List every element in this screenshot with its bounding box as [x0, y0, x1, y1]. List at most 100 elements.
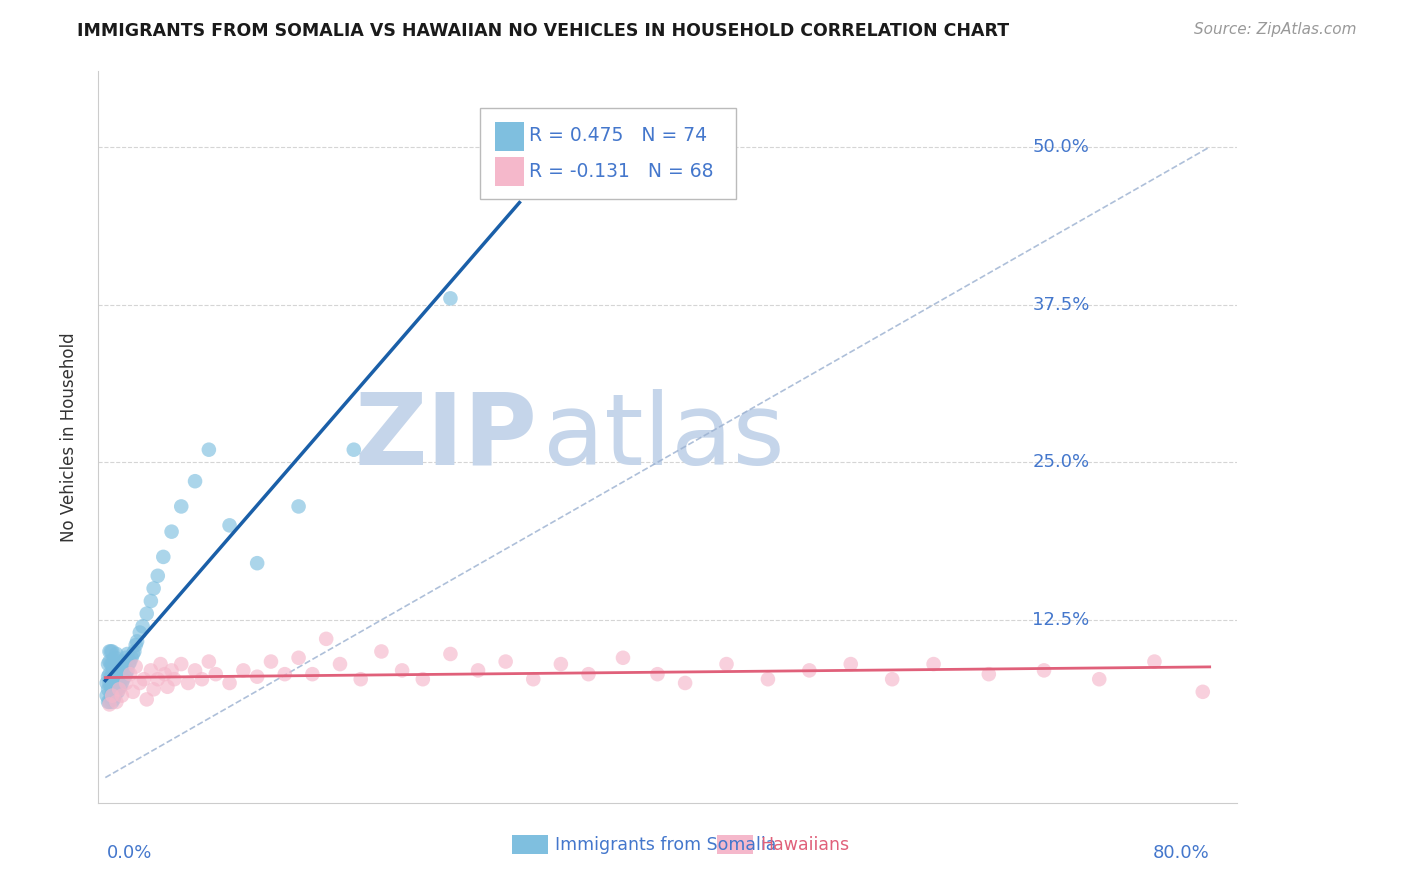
Text: R = 0.475   N = 74: R = 0.475 N = 74 — [529, 127, 707, 145]
Point — [246, 556, 269, 570]
Text: 37.5%: 37.5% — [1032, 295, 1090, 314]
Point — [98, 667, 121, 681]
Point — [439, 647, 461, 661]
Point — [104, 664, 127, 678]
Point — [103, 692, 125, 706]
Point — [97, 682, 120, 697]
Point — [329, 657, 352, 671]
Point — [101, 685, 124, 699]
Point — [103, 672, 125, 686]
Point — [177, 676, 200, 690]
Point — [108, 682, 131, 697]
Point — [673, 676, 696, 690]
Point — [98, 655, 121, 669]
FancyBboxPatch shape — [495, 157, 524, 186]
Text: atlas: atlas — [543, 389, 785, 485]
Point — [153, 667, 176, 681]
Point — [274, 667, 297, 681]
Point — [96, 689, 118, 703]
Point — [122, 685, 145, 699]
Point — [612, 650, 634, 665]
Point — [467, 664, 489, 678]
Point — [128, 676, 150, 690]
Point — [115, 676, 138, 690]
Point — [204, 667, 226, 681]
Point — [142, 582, 165, 596]
Point — [105, 672, 128, 686]
Point — [120, 655, 142, 669]
Point — [132, 672, 155, 686]
Point — [100, 689, 122, 703]
Text: R = -0.131   N = 68: R = -0.131 N = 68 — [529, 162, 713, 181]
Point — [184, 664, 207, 678]
Point — [100, 670, 122, 684]
Point — [114, 670, 136, 684]
Point — [839, 657, 862, 671]
Point — [882, 672, 904, 686]
Point — [107, 672, 129, 686]
FancyBboxPatch shape — [717, 835, 754, 854]
Point — [101, 657, 124, 671]
Point — [550, 657, 572, 671]
Point — [98, 644, 121, 658]
Point — [156, 680, 179, 694]
Point — [97, 695, 120, 709]
Point — [343, 442, 366, 457]
Point — [370, 644, 392, 658]
Point — [1033, 664, 1056, 678]
Text: Immigrants from Somalia: Immigrants from Somalia — [555, 836, 776, 855]
Point — [104, 650, 127, 665]
Point — [117, 647, 139, 661]
Point — [100, 644, 122, 658]
Point — [118, 657, 141, 671]
Text: 0.0%: 0.0% — [107, 845, 152, 863]
Point — [125, 638, 148, 652]
Point — [260, 655, 283, 669]
Point — [108, 680, 131, 694]
Text: Hawaiians: Hawaiians — [761, 836, 849, 855]
Point — [152, 549, 174, 564]
Point — [977, 667, 1000, 681]
Point — [578, 667, 600, 681]
Point — [125, 659, 148, 673]
Point — [142, 682, 165, 697]
Point — [105, 659, 128, 673]
Point — [1143, 655, 1166, 669]
Point — [146, 672, 169, 686]
Point — [108, 667, 131, 681]
FancyBboxPatch shape — [479, 108, 737, 200]
Point — [139, 664, 162, 678]
Point — [105, 647, 128, 661]
Point — [1191, 685, 1213, 699]
Point — [115, 667, 138, 681]
Point — [115, 650, 138, 665]
Point — [100, 657, 122, 671]
Text: 50.0%: 50.0% — [1032, 138, 1090, 156]
Point — [131, 619, 153, 633]
Point — [107, 685, 129, 699]
Point — [922, 657, 945, 671]
Point — [218, 676, 240, 690]
Point — [139, 594, 162, 608]
Point — [98, 695, 121, 709]
Point — [101, 689, 124, 703]
Point — [191, 672, 214, 686]
Point — [287, 500, 309, 514]
Point — [160, 664, 183, 678]
Point — [799, 664, 821, 678]
Point — [101, 676, 124, 690]
Point — [98, 676, 121, 690]
Point — [111, 657, 134, 671]
Point — [350, 672, 373, 686]
Point — [218, 518, 240, 533]
Point — [1088, 672, 1111, 686]
Text: IMMIGRANTS FROM SOMALIA VS HAWAIIAN NO VEHICLES IN HOUSEHOLD CORRELATION CHART: IMMIGRANTS FROM SOMALIA VS HAWAIIAN NO V… — [77, 22, 1010, 40]
Point — [110, 664, 132, 678]
Point — [111, 689, 134, 703]
Text: 12.5%: 12.5% — [1032, 611, 1090, 629]
Point — [716, 657, 738, 671]
Point — [128, 625, 150, 640]
Point — [198, 655, 221, 669]
Text: ZIP: ZIP — [354, 389, 537, 485]
Point — [391, 664, 413, 678]
